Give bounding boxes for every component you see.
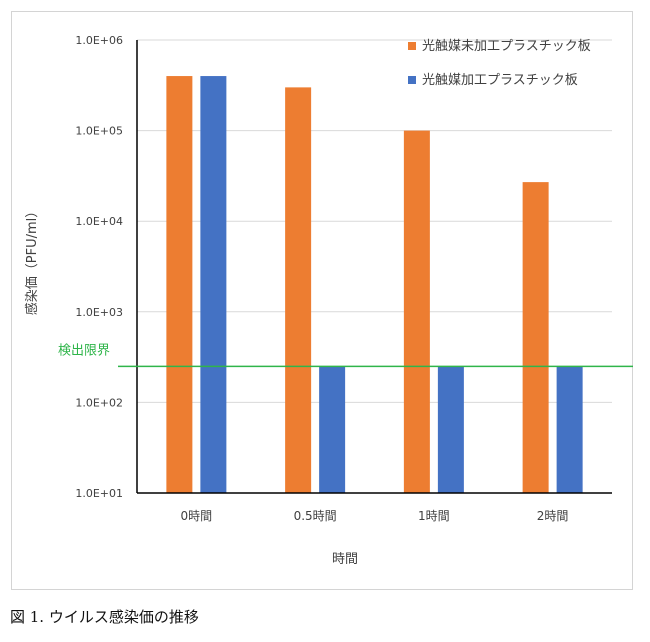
bar [522, 182, 549, 493]
bar [437, 366, 464, 493]
y-tick-label: 1.0E+01 [75, 487, 123, 500]
x-category-labels: 0時間 0.5時間 1時間 2時間 [181, 509, 569, 523]
bar [556, 366, 583, 493]
x-axis-title: 時間 [332, 552, 358, 567]
bar [285, 87, 312, 494]
legend-label: 光触媒未加工プラスチック板 [422, 39, 591, 54]
bar [200, 76, 227, 493]
legend-swatch [408, 42, 416, 50]
bar [403, 130, 430, 493]
y-tick-label: 1.0E+04 [75, 215, 123, 228]
y-tick-label: 1.0E+02 [75, 396, 123, 409]
bar [319, 366, 346, 493]
figure-caption: 図 1. ウイルス感染価の推移 [10, 608, 199, 626]
y-tick-label: 1.0E+05 [75, 125, 123, 138]
x-category-label: 1時間 [418, 509, 450, 523]
legend-swatch [408, 76, 416, 84]
bars [166, 76, 583, 494]
y-axis-title: 感染価（PFU/ml） [24, 205, 40, 316]
detection-limit: 検出限界 [58, 343, 633, 368]
x-category-label: 0.5時間 [294, 509, 337, 523]
detection-limit-label: 検出限界 [58, 343, 110, 358]
y-tick-label: 1.0E+06 [75, 34, 123, 47]
legend-label: 光触媒加工プラスチック板 [422, 73, 578, 88]
axes [136, 40, 612, 494]
y-tick-labels: 1.0E+01 1.0E+02 1.0E+03 1.0E+04 1.0E+05 1.0E+… [75, 34, 123, 500]
y-tick-label: 1.0E+03 [75, 306, 123, 319]
bar [166, 76, 193, 493]
x-category-label: 0時間 [181, 509, 213, 523]
bar-chart: 1.0E+01 1.0E+02 1.0E+03 1.0E+04 1.0E+05 1.0E+… [24, 34, 633, 567]
x-category-label: 2時間 [537, 509, 569, 523]
